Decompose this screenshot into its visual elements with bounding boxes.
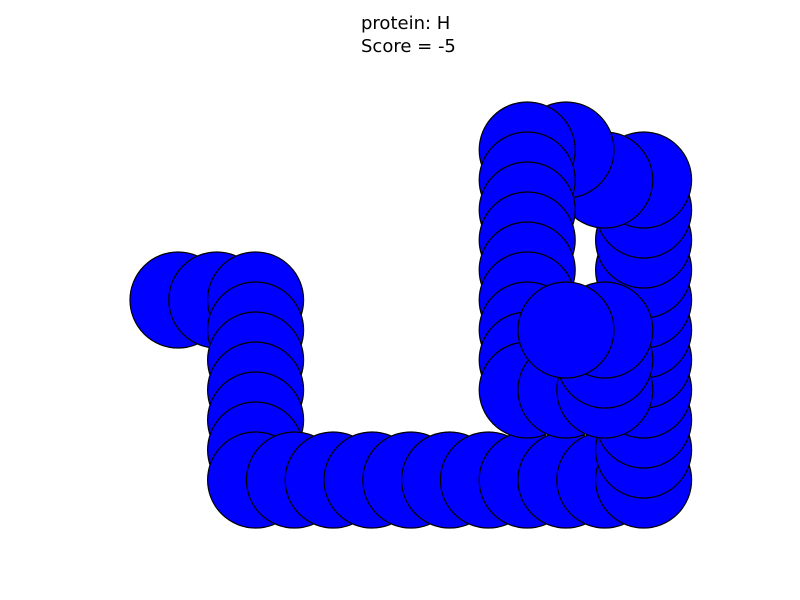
residue bbox=[517, 281, 615, 379]
chart-subtitle: Score = -5 bbox=[361, 36, 456, 57]
chart-title: protein: H bbox=[361, 13, 450, 34]
